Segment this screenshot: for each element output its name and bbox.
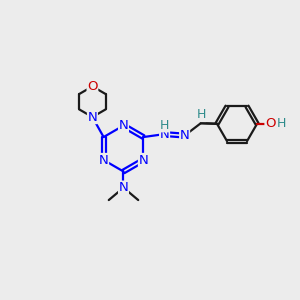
- Text: N: N: [118, 181, 128, 194]
- Text: H: H: [277, 117, 286, 130]
- Text: N: N: [180, 129, 190, 142]
- Text: H: H: [160, 119, 169, 132]
- Text: O: O: [265, 117, 275, 130]
- Text: N: N: [118, 119, 128, 132]
- Text: N: N: [88, 110, 97, 124]
- Text: N: N: [99, 154, 109, 166]
- Text: N: N: [160, 128, 170, 141]
- Text: N: N: [139, 154, 148, 166]
- Text: O: O: [87, 80, 98, 93]
- Text: H: H: [196, 109, 206, 122]
